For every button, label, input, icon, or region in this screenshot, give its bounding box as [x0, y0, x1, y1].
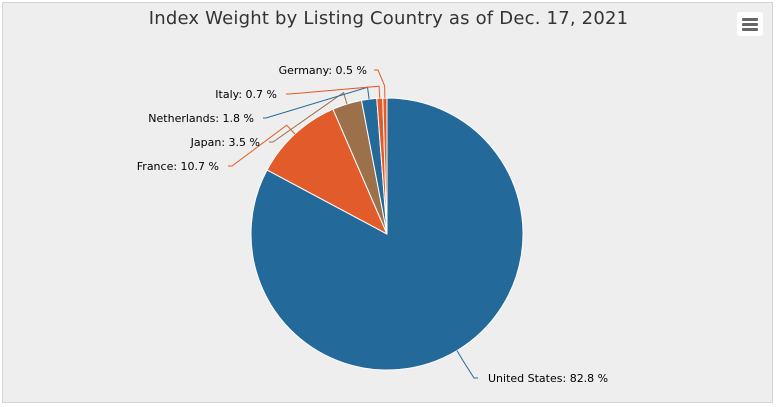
data-label-germany: Germany: 0.5 % [279, 64, 367, 77]
connector-line-italy [286, 85, 381, 99]
data-label-france: France: 10.7 % [137, 160, 219, 173]
data-label-japan: Japan: 3.5 % [190, 136, 260, 149]
hamburger-menu-icon [742, 18, 758, 21]
chart-title: Index Weight by Listing Country as of De… [148, 8, 629, 29]
connector-line-germany [374, 69, 386, 99]
data-label-italy: Italy: 0.7 % [215, 88, 277, 101]
chart-menu-button[interactable] [737, 12, 763, 36]
data-label-netherlands: Netherlands: 1.8 % [148, 112, 254, 125]
data-label-united-states: United States: 82.8 % [488, 372, 608, 385]
connector-line-united-states [456, 350, 478, 379]
connector-line-japan [269, 91, 348, 143]
connector-line-netherlands [263, 86, 370, 119]
hamburger-menu-icon-bar [742, 23, 758, 26]
hamburger-menu-icon-bar [742, 28, 758, 31]
